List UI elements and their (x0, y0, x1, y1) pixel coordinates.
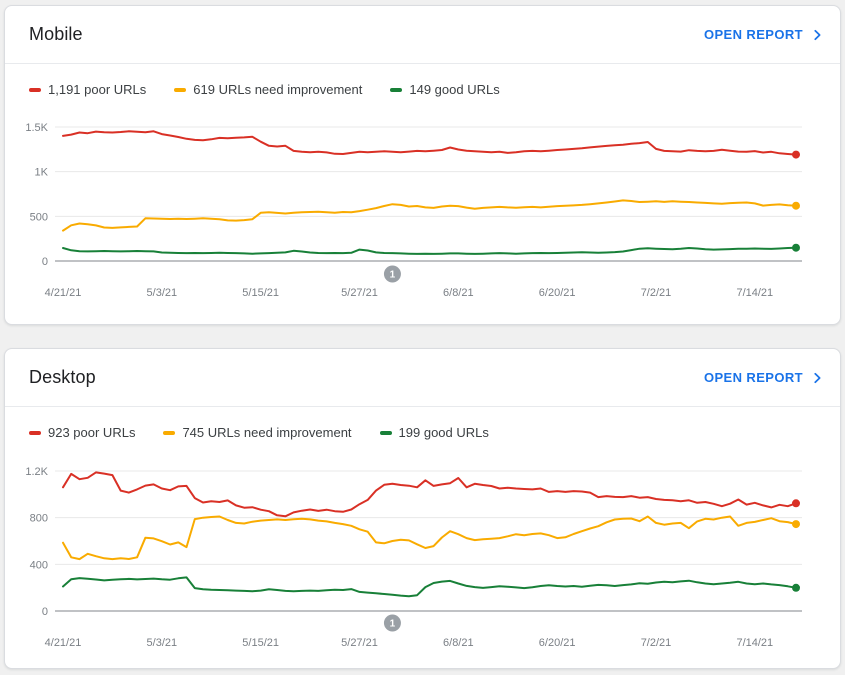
legend: 1,191 poor URLs 619 URLs need improvemen… (29, 82, 840, 97)
legend-label: 199 good URLs (398, 425, 489, 440)
series-end-dot-poor (792, 499, 800, 508)
series-end-dot-needs-improvement (792, 201, 800, 210)
series-line-needs-improvement (62, 199, 797, 232)
x-axis-label: 5/15/21 (242, 287, 279, 299)
y-axis-label: 1.5K (25, 122, 48, 134)
legend-item-needs-improvement: 619 URLs need improvement (174, 82, 362, 97)
header-divider (5, 63, 840, 64)
header-divider (5, 406, 840, 407)
series-end-dot-good (792, 243, 800, 252)
card-header: Desktop OPEN REPORT (5, 349, 840, 406)
legend-dash-good (390, 87, 403, 92)
annotation-badge[interactable]: 1 (383, 265, 401, 283)
x-axis-label: 4/21/21 (45, 287, 82, 299)
open-report-label: OPEN REPORT (703, 27, 803, 42)
mobile-chart[interactable]: 0 500 1K 1.5K 4/21/21 5/3/21 5/15/21 5/27/21 6/8… (5, 106, 840, 306)
y-axis-label: 0 (42, 606, 48, 618)
legend-dash-needs-improvement (163, 430, 176, 435)
x-axis-label: 7/2/21 (641, 287, 672, 299)
legend-dash-poor (29, 87, 41, 92)
legend-item-good: 199 good URLs (379, 425, 489, 440)
card-title: Mobile (29, 24, 83, 44)
x-axis-label: 7/2/21 (641, 637, 672, 649)
y-axis-label: 0 (42, 256, 48, 268)
chevron-right-icon (814, 29, 821, 40)
x-axis-label: 6/20/21 (539, 637, 576, 649)
desktop-card: Desktop OPEN REPORT 923 poor URLs 745 UR… (4, 348, 841, 669)
legend-label: 149 good URLs (409, 82, 500, 97)
legend-dash-needs-improvement (174, 87, 187, 92)
chevron-right-icon (814, 372, 821, 383)
svg-text:1: 1 (390, 270, 396, 281)
legend-item-needs-improvement: 745 URLs need improvement (163, 425, 352, 440)
x-axis-label: 5/27/21 (341, 637, 378, 649)
legend-item-good: 149 good URLs (390, 82, 500, 97)
legend-label: 923 poor URLs (48, 425, 136, 440)
legend-dash-good (379, 430, 392, 435)
x-axis-label: 5/27/21 (341, 287, 378, 299)
mobile-card: Mobile OPEN REPORT 1,191 poor URLs 619 U… (4, 5, 841, 325)
x-axis-label: 4/21/21 (45, 637, 82, 649)
legend: 923 poor URLs 745 URLs need improvement … (29, 425, 840, 440)
x-axis-label: 6/8/21 (443, 287, 474, 299)
x-axis-label: 6/20/21 (539, 287, 576, 299)
x-axis-label: 5/3/21 (147, 287, 178, 299)
series-line-good (62, 576, 797, 598)
series-end-dot-good (792, 583, 800, 592)
y-axis-label: 1.2K (25, 466, 48, 478)
legend-label: 1,191 poor URLs (48, 82, 147, 97)
legend-dash-poor (29, 430, 41, 435)
svg-text:1: 1 (390, 619, 396, 630)
open-report-link[interactable]: OPEN REPORT (704, 370, 824, 385)
x-axis-label: 5/15/21 (242, 637, 279, 649)
y-axis-label: 800 (30, 513, 48, 525)
y-axis-label: 500 (30, 211, 48, 223)
y-axis-label: 400 (30, 559, 48, 571)
legend-label: 745 URLs need improvement (182, 425, 352, 440)
x-axis-label: 6/8/21 (443, 637, 474, 649)
series-end-dot-needs-improvement (792, 520, 800, 529)
series-line-poor (62, 471, 797, 518)
series-line-good (62, 246, 797, 255)
desktop-chart[interactable]: 0 400 800 1.2K 4/21/21 5/3/21 5/15/21 5/27/21 6/… (5, 451, 840, 661)
card-header: Mobile OPEN REPORT (5, 6, 840, 63)
legend-label: 619 URLs need improvement (193, 82, 363, 97)
open-report-link[interactable]: OPEN REPORT (704, 27, 824, 42)
series-line-poor (62, 130, 797, 156)
legend-item-poor: 1,191 poor URLs (29, 82, 146, 97)
card-title: Desktop (29, 367, 96, 387)
series-end-dot-poor (792, 150, 800, 159)
x-axis-label: 7/14/21 (736, 637, 773, 649)
open-report-label: OPEN REPORT (703, 370, 803, 385)
y-axis-label: 1K (35, 167, 49, 179)
x-axis-label: 7/14/21 (736, 287, 773, 299)
x-axis-label: 5/3/21 (147, 637, 178, 649)
annotation-badge[interactable]: 1 (383, 614, 401, 632)
series-line-needs-improvement (62, 515, 797, 561)
legend-item-poor: 923 poor URLs (29, 425, 135, 440)
